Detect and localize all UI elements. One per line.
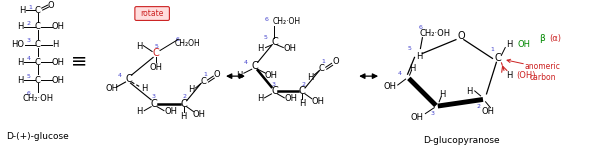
Text: HO: HO — [11, 40, 24, 49]
Text: H: H — [17, 22, 23, 31]
Text: H: H — [439, 90, 445, 99]
Text: OH: OH — [517, 40, 530, 49]
Text: OH: OH — [150, 63, 163, 72]
Text: H: H — [17, 58, 23, 67]
Text: OH: OH — [383, 83, 396, 91]
Text: 5: 5 — [154, 44, 158, 49]
Text: 2: 2 — [183, 94, 187, 99]
Text: carbon: carbon — [529, 73, 556, 82]
Text: C: C — [35, 40, 41, 49]
Text: C: C — [35, 58, 41, 67]
Text: 2: 2 — [477, 104, 480, 109]
Text: 3: 3 — [271, 82, 275, 87]
FancyBboxPatch shape — [135, 7, 169, 20]
Text: C: C — [35, 76, 41, 85]
Text: 4: 4 — [398, 71, 402, 76]
Text: 2: 2 — [27, 21, 31, 26]
Text: OH: OH — [105, 84, 118, 93]
Text: O: O — [214, 70, 221, 79]
Text: OH: OH — [411, 113, 424, 122]
Text: OH: OH — [52, 76, 65, 85]
Text: OH: OH — [52, 22, 65, 31]
Text: OH: OH — [284, 44, 297, 53]
Text: O: O — [333, 57, 339, 66]
Text: 6: 6 — [265, 17, 268, 22]
Text: H: H — [136, 42, 142, 51]
Text: 3: 3 — [151, 94, 155, 99]
Text: H: H — [188, 85, 195, 94]
Text: 6: 6 — [176, 37, 180, 42]
Text: C: C — [153, 49, 160, 58]
Text: 5: 5 — [408, 46, 411, 51]
Text: H: H — [141, 84, 147, 93]
Text: H: H — [409, 64, 416, 73]
Text: rotate: rotate — [141, 9, 164, 17]
Text: OH: OH — [265, 71, 278, 80]
Text: 3: 3 — [430, 111, 434, 116]
Text: C: C — [200, 77, 206, 86]
Text: CH₂·OH: CH₂·OH — [22, 94, 53, 103]
Text: 5: 5 — [27, 74, 31, 79]
Text: 3: 3 — [27, 38, 31, 43]
Text: 2: 2 — [301, 82, 305, 87]
Text: H: H — [236, 71, 242, 80]
Text: D-glucopyranose: D-glucopyranose — [424, 136, 500, 145]
Text: H: H — [506, 40, 513, 49]
Text: ≡: ≡ — [71, 52, 88, 71]
Text: C: C — [35, 22, 41, 31]
Text: H: H — [257, 44, 264, 53]
Text: 1: 1 — [203, 72, 207, 77]
Text: 5: 5 — [263, 35, 268, 40]
Text: H: H — [307, 73, 313, 82]
Text: C: C — [252, 61, 258, 71]
Text: 4: 4 — [244, 60, 248, 65]
Text: OH: OH — [311, 97, 324, 106]
Text: H: H — [467, 87, 473, 96]
Text: 1: 1 — [28, 5, 32, 10]
Text: C: C — [271, 37, 278, 47]
Text: 1: 1 — [491, 47, 494, 52]
Text: C: C — [271, 86, 278, 96]
Text: OH: OH — [482, 107, 495, 116]
Text: H: H — [416, 52, 423, 61]
Text: CH₂OH: CH₂OH — [175, 39, 200, 48]
Text: C: C — [495, 53, 502, 63]
Text: CH₂·OH: CH₂·OH — [272, 17, 300, 26]
Text: (α): (α) — [550, 34, 561, 43]
Text: 6: 6 — [27, 91, 31, 96]
Text: O: O — [47, 1, 54, 10]
Text: OH: OH — [164, 107, 178, 116]
Text: H: H — [506, 71, 513, 80]
Text: O: O — [457, 31, 465, 41]
Text: H: H — [136, 107, 142, 116]
Text: C: C — [181, 99, 187, 109]
Text: H: H — [18, 6, 25, 15]
Text: C: C — [299, 86, 305, 96]
Text: D-(+)-glucose: D-(+)-glucose — [7, 132, 69, 141]
Text: H: H — [181, 112, 187, 121]
Text: 4: 4 — [117, 73, 122, 78]
Text: H: H — [17, 76, 23, 85]
Text: H: H — [52, 40, 58, 49]
Text: 1: 1 — [322, 59, 325, 64]
Text: (OH): (OH) — [516, 71, 536, 80]
Text: 4: 4 — [27, 56, 31, 61]
Text: anomeric: anomeric — [525, 62, 561, 71]
Text: OH: OH — [52, 58, 65, 67]
Text: C: C — [319, 64, 325, 73]
Text: C: C — [151, 99, 157, 109]
Text: CH₂·OH: CH₂·OH — [420, 29, 451, 38]
Text: OH: OH — [285, 94, 298, 103]
Text: C: C — [125, 74, 132, 84]
Text: OH: OH — [193, 110, 206, 119]
Text: H: H — [257, 94, 264, 103]
Text: C: C — [35, 6, 41, 15]
Text: H: H — [299, 99, 305, 108]
Text: β: β — [539, 34, 545, 43]
Text: 6: 6 — [418, 25, 423, 30]
